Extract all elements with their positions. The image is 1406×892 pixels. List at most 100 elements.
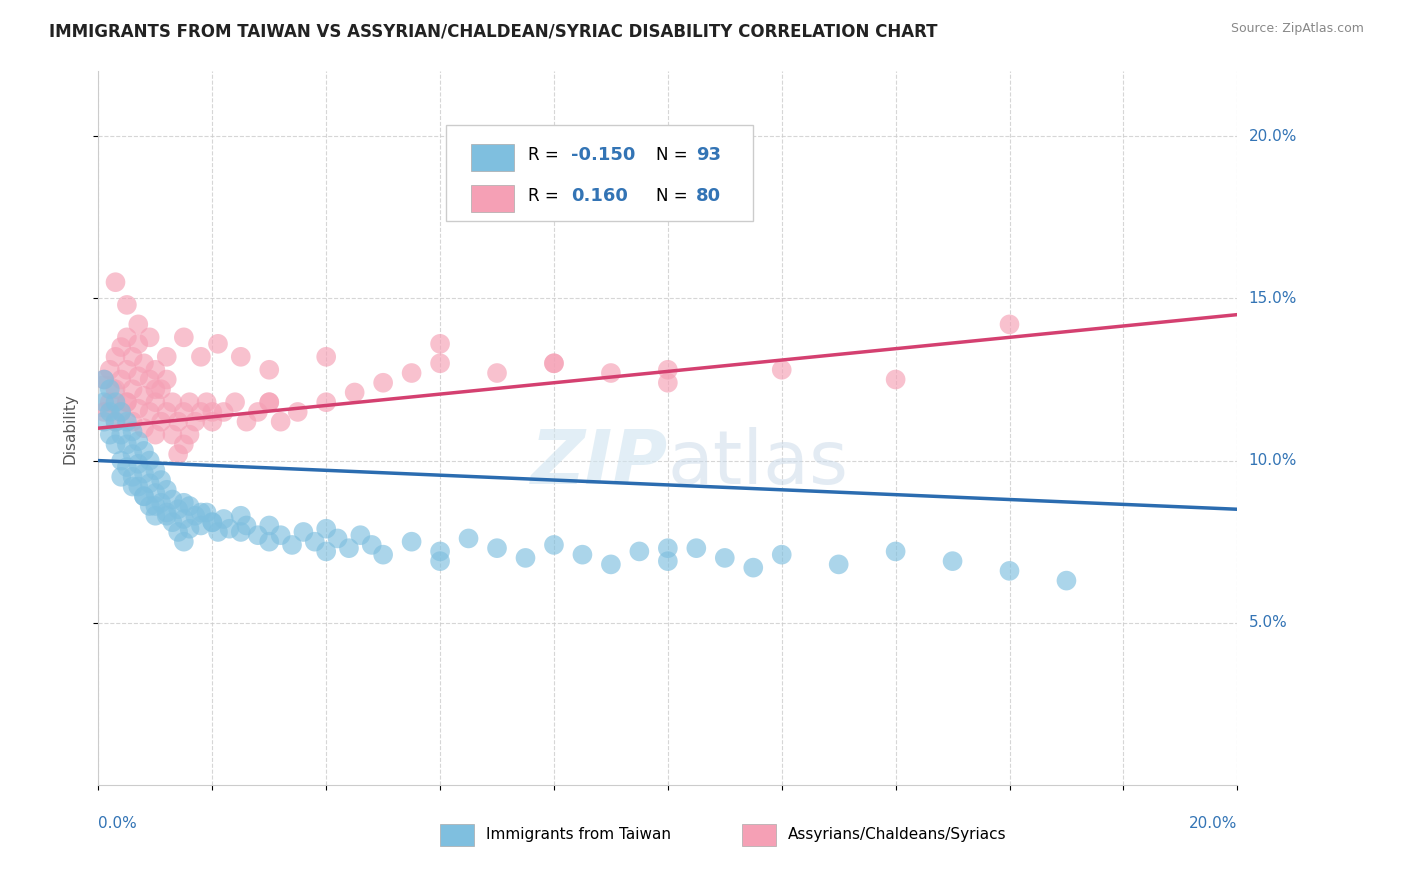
Point [281, 538, 304, 552]
Point [235, 415, 257, 429]
Point [115, 363, 138, 377]
Point [714, 550, 737, 565]
Point [132, 389, 155, 403]
Point [115, 298, 138, 312]
Point [212, 512, 235, 526]
Text: IMMIGRANTS FROM TAIWAN VS ASSYRIAN/CHALDEAN/SYRIAC DISABILITY CORRELATION CHART: IMMIGRANTS FROM TAIWAN VS ASSYRIAN/CHALD… [49, 22, 938, 40]
Point [93, 415, 115, 429]
Point [515, 550, 537, 565]
Text: 15.0%: 15.0% [1249, 291, 1296, 306]
Point [190, 506, 212, 520]
Point [110, 405, 132, 419]
Point [173, 512, 195, 526]
Text: R =: R = [527, 146, 564, 164]
Point [127, 318, 149, 332]
Text: N =: N = [657, 146, 693, 164]
Point [93, 372, 115, 386]
Point [150, 496, 173, 510]
Point [127, 434, 149, 449]
Text: ZIP: ZIP [530, 427, 668, 500]
Point [201, 515, 224, 529]
Point [184, 415, 207, 429]
Point [349, 528, 371, 542]
Point [429, 554, 451, 568]
Point [685, 541, 707, 556]
Point [98, 395, 121, 409]
Point [201, 515, 224, 529]
Point [190, 350, 212, 364]
Point [628, 544, 651, 558]
Point [326, 532, 349, 546]
Point [218, 522, 240, 536]
Point [104, 382, 127, 396]
Point [229, 350, 252, 364]
Point [104, 415, 127, 429]
Point [156, 350, 179, 364]
Point [429, 544, 451, 558]
Point [657, 376, 679, 390]
Text: atlas: atlas [668, 427, 849, 500]
Point [571, 548, 593, 562]
Point [167, 524, 190, 539]
Point [173, 437, 195, 451]
Point [93, 395, 115, 409]
Point [259, 363, 281, 377]
Point [104, 275, 127, 289]
Point [207, 524, 229, 539]
Point [162, 515, 184, 529]
Point [195, 395, 218, 409]
Point [132, 467, 155, 481]
Point [104, 437, 127, 451]
Point [179, 427, 201, 442]
Point [167, 447, 190, 461]
Text: -0.150: -0.150 [571, 146, 636, 164]
Point [657, 363, 679, 377]
Point [315, 544, 337, 558]
Point [98, 405, 121, 419]
Point [138, 453, 160, 467]
Point [156, 372, 179, 386]
Point [127, 401, 149, 416]
Point [110, 340, 132, 354]
Text: Assyrians/Chaldeans/Syriacs: Assyrians/Chaldeans/Syriacs [787, 828, 1007, 842]
Point [884, 544, 907, 558]
Point [184, 508, 207, 523]
Point [150, 415, 173, 429]
Point [132, 421, 155, 435]
Point [162, 427, 184, 442]
Point [121, 447, 143, 461]
Point [173, 405, 195, 419]
Point [212, 405, 235, 419]
Point [156, 483, 179, 497]
Point [229, 508, 252, 523]
Point [150, 382, 173, 396]
Point [150, 473, 173, 487]
Point [115, 395, 138, 409]
Y-axis label: Disability: Disability [63, 392, 77, 464]
Point [93, 389, 115, 403]
Point [201, 415, 224, 429]
Text: 5.0%: 5.0% [1249, 615, 1286, 631]
Point [127, 457, 149, 471]
Point [315, 395, 337, 409]
Point [138, 372, 160, 386]
Point [110, 372, 132, 386]
Point [138, 499, 160, 513]
Point [127, 369, 149, 384]
Point [287, 405, 309, 419]
Point [145, 486, 167, 500]
Point [486, 366, 509, 380]
Point [486, 541, 509, 556]
Point [121, 350, 143, 364]
Text: R =: R = [527, 187, 564, 205]
Text: 20.0%: 20.0% [1249, 128, 1296, 144]
Point [190, 405, 212, 419]
Point [179, 522, 201, 536]
Text: N =: N = [657, 187, 693, 205]
Point [145, 382, 167, 396]
Point [600, 366, 623, 380]
Point [998, 318, 1021, 332]
Point [259, 534, 281, 549]
Point [343, 385, 366, 400]
Point [167, 502, 190, 516]
